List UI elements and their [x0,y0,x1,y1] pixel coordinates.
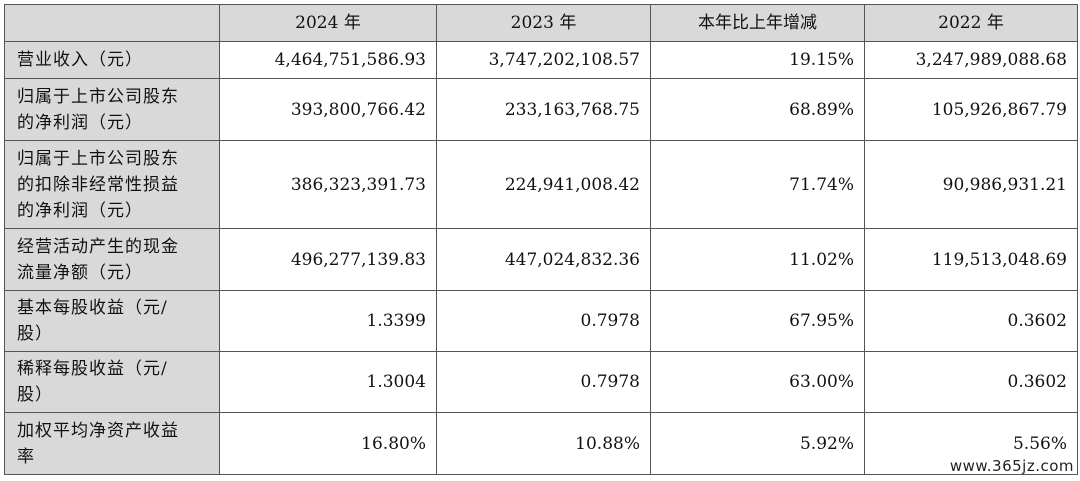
table-row: 归属于上市公司股东 的净利润（元） 393,800,766.42 233,163… [4,78,1078,141]
row-label: 归属于上市公司股东 的扣除非经常性损益 的净利润（元） [4,140,220,229]
value-2022: 0.3602 [864,351,1078,413]
row-label-line: 归属于上市公司股东 [17,86,179,107]
value-2024: 1.3399 [219,290,437,352]
header-year-2023: 2023 年 [436,4,651,42]
value-2024: 16.80% [219,412,437,475]
header-year-2024: 2024 年 [219,4,437,42]
value-2024: 496,277,139.83 [219,228,437,291]
value-change: 19.15% [650,41,865,79]
row-label-line: 归属于上市公司股东 [17,148,179,169]
value-change: 5.92% [650,412,865,475]
value-2022: 3,247,989,088.68 [864,41,1078,79]
table-row: 归属于上市公司股东 的扣除非经常性损益 的净利润（元） 386,323,391.… [4,140,1078,229]
row-label: 基本每股收益（元/ 股） [4,290,220,352]
value-2022: 105,926,867.79 [864,78,1078,141]
row-label: 加权平均净资产收益 率 [4,412,220,475]
value-2022: 119,513,048.69 [864,228,1078,291]
row-label-line: 稀释每股收益（元/ [17,359,168,379]
row-label-line: 经营活动产生的现金 [17,236,179,257]
header-year-2022: 2022 年 [864,4,1078,42]
value-2022: 0.3602 [864,290,1078,352]
row-label-line: 基本每股收益（元/ [17,298,168,318]
row-label: 归属于上市公司股东 的净利润（元） [4,78,220,141]
value-2024: 393,800,766.42 [219,78,437,141]
row-label-line: 率 [17,446,35,467]
value-2024: 4,464,751,586.93 [219,41,437,79]
table-row: 营业收入（元） 4,464,751,586.93 3,747,202,108.5… [4,41,1078,79]
value-2023: 3,747,202,108.57 [436,41,651,79]
value-2023: 0.7978 [436,351,651,413]
table-row: 经营活动产生的现金 流量净额（元） 496,277,139.83 447,024… [4,228,1078,291]
table-row: 稀释每股收益（元/ 股） 1.3004 0.7978 63.00% 0.3602 [4,351,1078,413]
table-row: 加权平均净资产收益 率 16.80% 10.88% 5.92% 5.56% [4,412,1078,475]
row-label-line: 加权平均净资产收益 [17,420,179,441]
value-2023: 0.7978 [436,290,651,352]
value-2023: 233,163,768.75 [436,78,651,141]
financial-data-table: 2024 年 2023 年 本年比上年增减 2022 年 营业收入（元） 4,4… [4,4,1078,475]
row-label: 稀释每股收益（元/ 股） [4,351,220,413]
header-yoy-change: 本年比上年增减 [650,4,865,42]
value-2022: 5.56% [864,412,1078,475]
row-label-line: 营业收入（元） [17,50,143,70]
value-change: 71.74% [650,140,865,229]
value-2022: 90,986,931.21 [864,140,1078,229]
table-row: 基本每股收益（元/ 股） 1.3399 0.7978 67.95% 0.3602 [4,290,1078,352]
row-label: 经营活动产生的现金 流量净额（元） [4,228,220,291]
header-row: 2024 年 2023 年 本年比上年增减 2022 年 [4,4,1078,42]
value-2024: 1.3004 [219,351,437,413]
value-change: 67.95% [650,290,865,352]
row-label-line: 的扣除非经常性损益 [17,174,179,195]
value-2023: 447,024,832.36 [436,228,651,291]
value-change: 68.89% [650,78,865,141]
value-change: 11.02% [650,228,865,291]
value-2024: 386,323,391.73 [219,140,437,229]
row-label-line: 的净利润（元） [17,112,143,133]
value-2023: 10.88% [436,412,651,475]
value-change: 63.00% [650,351,865,413]
header-corner [4,4,220,42]
row-label-line: 股） [17,324,53,344]
row-label-line: 流量净额（元） [17,262,143,283]
value-2023: 224,941,008.42 [436,140,651,229]
row-label: 营业收入（元） [4,41,220,79]
site-watermark: www.365jz.com [949,457,1074,475]
row-label-line: 的净利润（元） [17,200,143,221]
row-label-line: 股） [17,385,53,405]
